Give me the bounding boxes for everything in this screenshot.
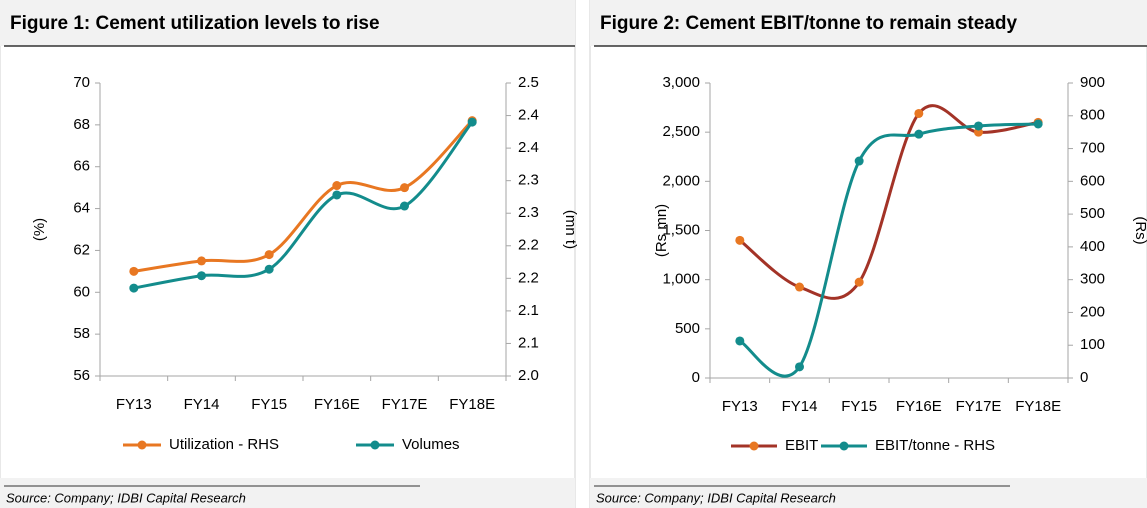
y-axis-title: (Rs mn) — [653, 204, 670, 257]
y2-tick-label: 0 — [1080, 369, 1088, 386]
y2-tick-label: 2.4 — [518, 107, 539, 124]
y2-tick-label: 200 — [1080, 303, 1105, 320]
x-tick-label: FY14 — [184, 396, 220, 413]
chart-title: Figure 2: Cement EBIT/tonne to remain st… — [600, 13, 1017, 34]
y-tick-label: 56 — [73, 367, 90, 384]
x-tick-label: FY13 — [722, 398, 758, 415]
point — [332, 190, 342, 200]
legend-marker — [839, 441, 849, 451]
y-tick-label: 1,500 — [662, 221, 700, 238]
point — [400, 201, 409, 211]
footer-bar — [0, 478, 575, 508]
y2-axis-title: (mn t) — [562, 210, 579, 249]
y2-tick-label: 500 — [1080, 205, 1105, 222]
legend-label: Volumes — [402, 436, 460, 453]
legend-label: Utilization - RHS — [169, 436, 279, 453]
y2-tick-label: 2.1 — [518, 334, 539, 351]
x-tick-label: FY17E — [382, 396, 428, 413]
source-note: Source: Company; IDBI Capital Research — [596, 490, 836, 505]
legend-marker — [749, 441, 759, 451]
point — [400, 183, 409, 193]
source-note: Source: Company; IDBI Capital Research — [6, 490, 246, 505]
point — [735, 336, 745, 346]
y-tick-label: 3,000 — [662, 74, 700, 91]
y2-tick-label: 2.5 — [518, 74, 539, 91]
chart-title: Figure 1: Cement utilization levels to r… — [10, 13, 380, 34]
y2-tick-label: 300 — [1080, 271, 1105, 288]
y2-tick-label: 400 — [1080, 238, 1105, 255]
point — [974, 127, 983, 137]
x-tick-label: FY17E — [956, 398, 1002, 415]
x-tick-label: FY15 — [841, 398, 877, 415]
point — [735, 235, 745, 245]
y2-tick-label: 600 — [1080, 172, 1105, 189]
y2-tick-label: 2.3 — [518, 204, 539, 221]
point — [264, 250, 274, 260]
point — [129, 266, 139, 276]
y-tick-label: 68 — [73, 116, 90, 133]
header-bar — [590, 0, 1147, 46]
point — [854, 277, 864, 287]
point — [914, 129, 924, 139]
point — [467, 117, 477, 127]
footer-bar — [590, 478, 1147, 508]
point — [974, 121, 983, 131]
y2-tick-label: 800 — [1080, 107, 1105, 124]
panel — [589, 0, 1147, 508]
y2-tick-label: 900 — [1080, 74, 1105, 91]
y2-tick-label: 2.2 — [518, 269, 539, 286]
y-tick-label: 60 — [73, 283, 90, 300]
legend-marker — [137, 440, 147, 450]
y-tick-label: 62 — [73, 241, 90, 258]
x-tick-label: FY15 — [251, 396, 287, 413]
y-tick-label: 2,500 — [662, 123, 700, 140]
y-tick-label: 2,000 — [662, 172, 700, 189]
point — [332, 181, 342, 191]
point — [854, 156, 864, 166]
header-bar — [0, 0, 575, 46]
y-tick-label: 0 — [692, 369, 700, 386]
y-tick-label: 64 — [73, 200, 90, 217]
point — [795, 282, 804, 292]
x-tick-label: FY13 — [116, 396, 152, 413]
y2-axis-title: (Rs) — [1132, 216, 1147, 244]
y2-tick-label: 700 — [1080, 140, 1105, 157]
x-tick-label: FY18E — [1015, 398, 1061, 415]
point — [129, 283, 139, 293]
y-tick-label: 66 — [73, 158, 90, 175]
point — [197, 256, 206, 266]
point — [197, 271, 206, 281]
y-tick-label: 1,000 — [662, 271, 700, 288]
x-tick-label: FY14 — [782, 398, 818, 415]
y-tick-label: 500 — [675, 320, 700, 337]
y2-tick-label: 2.2 — [518, 237, 539, 254]
y2-tick-label: 2.3 — [518, 172, 539, 189]
x-tick-label: FY16E — [314, 396, 360, 413]
point — [795, 362, 804, 372]
y2-tick-label: 2.0 — [518, 367, 539, 384]
x-tick-label: FY16E — [896, 398, 942, 415]
y-tick-label: 58 — [73, 325, 90, 342]
y2-tick-label: 100 — [1080, 336, 1105, 353]
y-tick-label: 70 — [73, 74, 90, 91]
point — [914, 108, 924, 118]
point — [264, 264, 274, 274]
y-axis-title: (%) — [31, 218, 48, 241]
y2-tick-label: 2.1 — [518, 302, 539, 319]
x-tick-label: FY18E — [449, 396, 495, 413]
legend-label: EBIT/tonne - RHS — [875, 437, 995, 454]
point — [1033, 119, 1043, 129]
legend-label: EBIT — [785, 437, 818, 454]
legend-marker — [370, 440, 380, 450]
y2-tick-label: 2.4 — [518, 139, 539, 156]
